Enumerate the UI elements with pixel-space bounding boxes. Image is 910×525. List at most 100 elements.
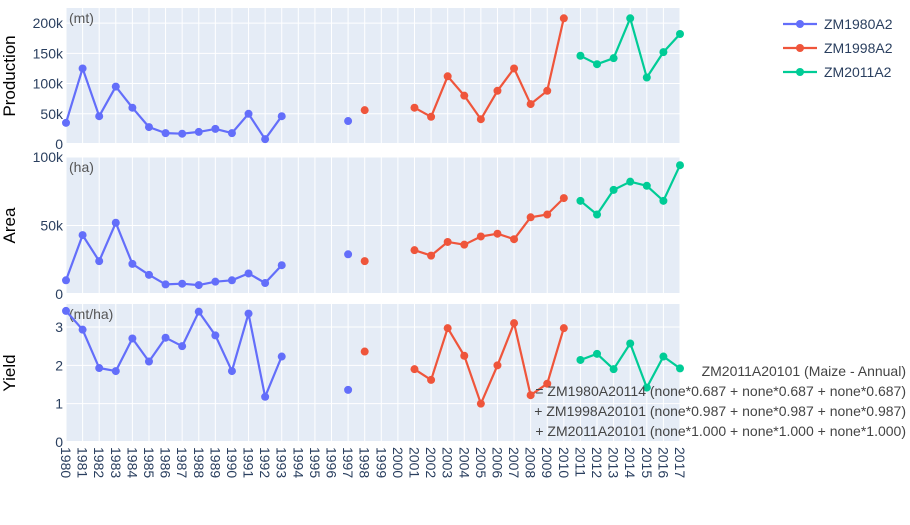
area-point-zm1980a2-1982 — [95, 257, 104, 266]
yield-point-zm1998a2-1998 — [360, 347, 369, 356]
x-tick-label: 2011 — [572, 447, 588, 477]
x-tick-label: 2008 — [523, 447, 539, 478]
production-point-zm1998a2-2007 — [510, 64, 519, 73]
area-point-zm1998a2-2003 — [443, 237, 452, 246]
production-point-zm1998a2-2010 — [559, 14, 568, 23]
area-point-zm1998a2-2010 — [559, 194, 568, 203]
production-point-zm1998a2-2002 — [427, 112, 436, 121]
legend-marker-zm1998a2 — [796, 44, 804, 52]
area-point-zm1980a2-1980 — [62, 276, 70, 285]
production-point-zm1980a2-1983 — [111, 82, 120, 91]
production-series-line-zm1980a2 — [64, 67, 283, 141]
yield-point-zm1980a2-1983 — [111, 367, 120, 376]
production-point-zm1980a2-1980 — [62, 118, 70, 127]
production-point-zm2011a2-2011 — [576, 51, 585, 60]
production-point-zm1980a2-1984 — [128, 103, 137, 112]
x-tick-label: 1980 — [58, 447, 74, 478]
x-tick-label: 2002 — [423, 447, 439, 478]
production-point-zm1980a2-1997 — [344, 117, 353, 126]
x-tick-label: 1996 — [324, 447, 340, 478]
area-point-zm1980a2-1985 — [144, 270, 153, 279]
production-y-tick-label: 200k — [33, 15, 64, 31]
yield-plot-background — [66, 304, 680, 442]
yield-point-zm2011a2-2011 — [576, 355, 585, 364]
yield-point-zm1980a2-1980 — [62, 306, 70, 315]
area-point-zm1980a2-1992 — [261, 279, 270, 288]
production-point-zm1980a2-1991 — [244, 109, 253, 118]
x-tick-label: 2006 — [489, 447, 505, 478]
x-tick-label: 1988 — [191, 447, 207, 478]
x-tick-label: 1990 — [224, 447, 240, 478]
area-point-zm1980a2-1987 — [178, 279, 187, 288]
x-tick-label: 2017 — [672, 447, 688, 478]
yield-point-zm1980a2-1990 — [227, 367, 236, 376]
area-y-tick-label: 50k — [40, 218, 64, 234]
x-tick-label: 1982 — [91, 447, 107, 478]
production-point-zm2011a2-2017 — [676, 29, 684, 38]
production-y-axis-title: Production — [0, 35, 19, 116]
legend-label-zm1998a2: ZM1998A2 — [824, 40, 893, 56]
yield-point-zm1980a2-1981 — [78, 325, 87, 334]
production-point-zm2011a2-2016 — [659, 48, 668, 57]
yield-point-zm1980a2-1982 — [95, 364, 104, 373]
production-point-zm1980a2-1990 — [227, 129, 236, 138]
legend-marker-zm1980a2 — [796, 20, 804, 28]
yield-point-zm2011a2-2014 — [626, 339, 635, 348]
area-unit-label: (ha) — [69, 159, 94, 175]
formula-annotation-line: + ZM2011A20101 (none*1.000 + none*1.000 … — [535, 423, 906, 439]
yield-point-zm1980a2-1986 — [161, 333, 170, 342]
production-unit-label: (mt) — [69, 10, 94, 26]
area-y-tick-label: 100k — [33, 149, 64, 165]
x-tick-label: 1991 — [241, 447, 257, 478]
area-point-zm1998a2-2007 — [510, 235, 519, 244]
x-tick-label: 2015 — [639, 447, 655, 478]
area-point-zm1980a2-1984 — [128, 259, 137, 268]
yield-y-tick-label: 1 — [55, 396, 63, 412]
production-point-zm1980a2-1993 — [277, 112, 286, 121]
production-point-zm1980a2-1981 — [78, 64, 87, 73]
yield-y-tick-label: 0 — [55, 434, 63, 450]
yield-y-axis-title: Yield — [0, 354, 19, 391]
x-tick-label: 1993 — [274, 447, 290, 478]
x-tick-label: 1984 — [124, 447, 140, 478]
yield-point-zm1998a2-2007 — [510, 319, 519, 328]
yield-point-zm1998a2-2002 — [427, 375, 436, 384]
production-point-zm1998a2-2004 — [460, 91, 469, 100]
area-point-zm1980a2-1988 — [194, 281, 203, 290]
area-point-zm1998a2-2001 — [410, 246, 419, 255]
yield-point-zm1998a2-2010 — [559, 324, 568, 333]
area-point-zm2011a2-2015 — [642, 181, 651, 190]
yield-point-zm1980a2-1985 — [144, 357, 153, 366]
area-point-zm2011a2-2013 — [609, 185, 618, 194]
production-y-tick-label: 150k — [33, 45, 64, 61]
area-point-zm2011a2-2014 — [626, 177, 635, 186]
x-tick-label: 2016 — [655, 447, 671, 478]
x-tick-label: 1987 — [174, 447, 190, 478]
production-point-zm2011a2-2014 — [626, 14, 635, 23]
production-plot-background — [66, 8, 680, 144]
x-tick-label: 2010 — [556, 447, 572, 478]
production-point-zm1980a2-1986 — [161, 129, 170, 138]
legend-marker-zm2011a2 — [796, 68, 804, 76]
legend-label-zm2011a2: ZM2011A2 — [824, 64, 892, 80]
area-point-zm1980a2-1981 — [78, 231, 87, 240]
area-point-zm1980a2-1986 — [161, 280, 170, 289]
production-point-zm1998a2-2001 — [410, 103, 419, 112]
yield-point-zm1980a2-1988 — [194, 307, 203, 316]
yield-y-tick-label: 2 — [55, 357, 63, 373]
area-point-zm1980a2-1991 — [244, 269, 253, 278]
production-y-tick-label: 100k — [33, 76, 64, 92]
area-point-zm1998a2-2004 — [460, 240, 469, 249]
yield-point-zm2011a2-2016 — [659, 352, 668, 361]
yield-point-zm2011a2-2017 — [676, 364, 684, 373]
production-point-zm1998a2-1998 — [360, 106, 369, 115]
yield-point-zm1998a2-2001 — [410, 365, 419, 374]
x-tick-label: 2003 — [440, 447, 456, 478]
area-point-zm1998a2-1998 — [360, 257, 369, 266]
yield-point-zm1980a2-1989 — [211, 331, 220, 340]
formula-annotation-line: ZM2011A20101 (Maize - Annual) — [702, 363, 906, 379]
area-point-zm1998a2-2009 — [543, 210, 552, 219]
area-point-zm2011a2-2011 — [576, 196, 585, 205]
x-tick-label: 1995 — [307, 447, 323, 478]
yield-point-zm1980a2-1984 — [128, 334, 137, 343]
